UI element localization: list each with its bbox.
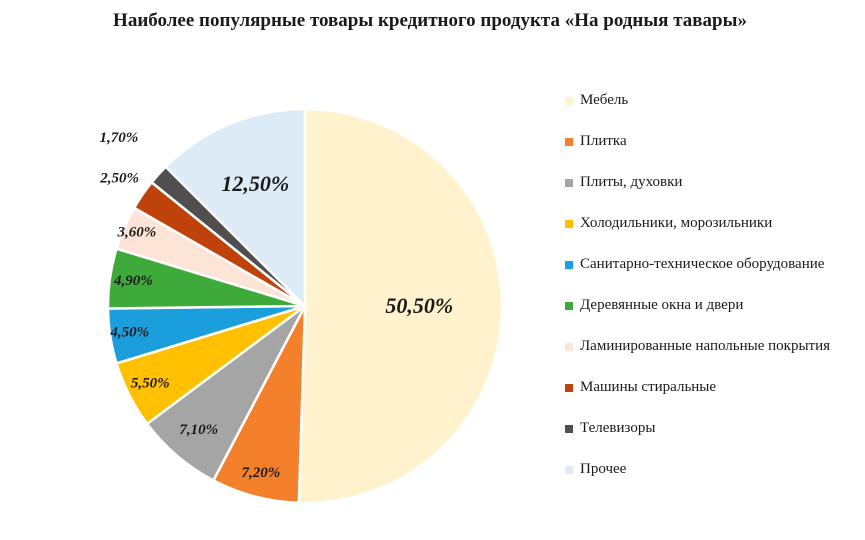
legend-swatch xyxy=(565,220,573,228)
slice-value-label: 2,50% xyxy=(99,171,139,187)
legend-item: Холодильники, морозильники xyxy=(565,215,865,232)
legend-swatch xyxy=(565,466,573,474)
slice-value-label: 4,50% xyxy=(109,325,149,341)
legend-label: Ламинированные напольные покрытия xyxy=(580,338,831,354)
legend-label: Машины стиральные xyxy=(580,379,717,395)
legend-swatch xyxy=(565,179,573,187)
legend-label: Санитарно-техническое оборудование xyxy=(580,256,825,272)
legend-swatch xyxy=(565,138,573,146)
legend-item: Машины стиральные xyxy=(565,379,865,396)
legend-item: Деревянные окна и двери xyxy=(565,297,865,314)
legend-label: Мебель xyxy=(580,92,629,108)
legend-label: Телевизоры xyxy=(580,420,656,436)
legend-item: Санитарно-техническое оборудование xyxy=(565,256,865,273)
pie-slice-10 xyxy=(163,107,307,310)
slice-value-label: 7,20% xyxy=(241,465,280,481)
legend-label: Прочее xyxy=(580,461,627,477)
legend-swatch xyxy=(565,343,573,351)
legend-swatch xyxy=(565,425,573,433)
legend-item: Ламинированные напольные покрытия xyxy=(565,338,865,355)
legend-item: Прочее xyxy=(565,461,865,478)
slice-value-label: 1,70% xyxy=(100,130,139,146)
legend-swatch xyxy=(565,97,573,105)
legend-item: Телевизоры xyxy=(565,420,865,437)
legend-label: Плиты, духовки xyxy=(580,174,683,190)
slice-value-label: 5,50% xyxy=(131,376,170,392)
legend-swatch xyxy=(565,384,573,392)
legend-swatch xyxy=(565,261,573,269)
slice-value-label: 3,60% xyxy=(116,225,156,241)
chart-title: Наиболее популярные товары кредитного пр… xyxy=(113,10,747,31)
slice-value-label: 12,50% xyxy=(221,171,289,196)
legend-label: Плитка xyxy=(580,133,627,149)
legend-item: Плитка xyxy=(565,133,865,150)
pie-slice-1 xyxy=(297,107,504,505)
legend-item: Плиты, духовки xyxy=(565,174,865,191)
slice-value-label: 7,10% xyxy=(179,422,218,438)
legend-label: Деревянные окна и двери xyxy=(580,297,744,313)
legend-label: Холодильники, морозильники xyxy=(580,215,773,231)
legend-item: Мебель xyxy=(565,92,865,109)
legend-swatch xyxy=(565,302,573,310)
slice-value-label: 50,50% xyxy=(385,293,453,318)
slice-value-label: 4,90% xyxy=(113,273,153,289)
